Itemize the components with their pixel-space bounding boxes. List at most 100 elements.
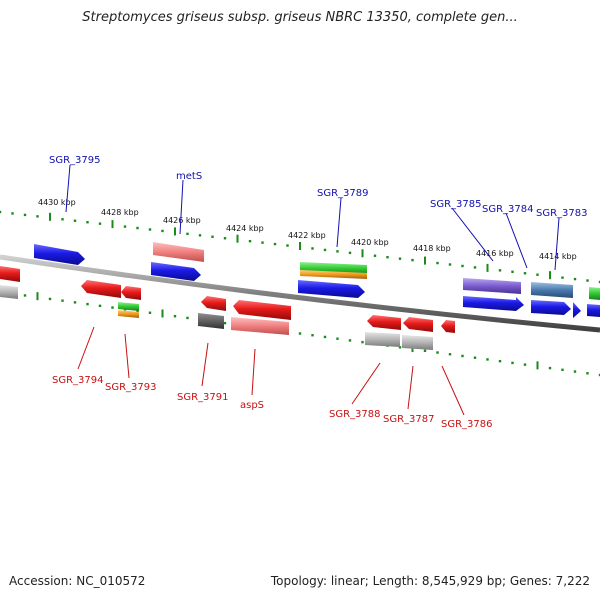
rna-feature[interactable] [231, 317, 289, 335]
gene-label[interactable]: SGR_3794 [52, 375, 104, 386]
gene-feature[interactable] [121, 286, 141, 300]
gene-feature[interactable] [587, 304, 600, 317]
rna-feature[interactable] [153, 242, 204, 262]
gene-feature[interactable] [403, 317, 433, 332]
minor-tick [123, 225, 127, 228]
gene-label[interactable]: SGR_3793 [105, 382, 157, 393]
gene-label[interactable]: SGR_3788 [329, 409, 381, 420]
minor-tick [23, 213, 27, 217]
major-tick [49, 212, 51, 221]
minor-tick [448, 263, 452, 266]
gene-feature[interactable] [441, 320, 455, 333]
gene-label[interactable]: metS [176, 171, 202, 182]
minor-tick [311, 247, 314, 250]
gene-feature[interactable] [118, 310, 139, 318]
gene-feature[interactable] [298, 280, 365, 298]
genome-axis [0, 254, 600, 333]
minor-tick [23, 294, 27, 297]
minor-tick [136, 309, 139, 313]
minor-tick [473, 266, 477, 269]
gene-feature[interactable] [573, 302, 581, 318]
gene-feature[interactable] [402, 335, 433, 350]
minor-tick [573, 277, 577, 281]
minor-tick [348, 339, 352, 342]
minor-tick [436, 261, 439, 265]
minor-tick [398, 346, 402, 349]
gene-feature[interactable] [198, 313, 224, 329]
minor-tick [311, 334, 314, 337]
major-tick [486, 263, 489, 272]
gene-feature[interactable] [151, 262, 201, 281]
minor-tick [298, 332, 302, 335]
gene-feature[interactable] [118, 302, 139, 311]
minor-tick [73, 301, 77, 304]
gene-feature[interactable] [233, 300, 291, 320]
gene-feature[interactable] [365, 332, 400, 347]
gene-feature[interactable] [201, 296, 226, 311]
major-tick [424, 256, 426, 265]
gene-label[interactable]: SGR_3786 [441, 419, 493, 430]
gene-feature[interactable] [531, 300, 571, 315]
tick-label: 4428 kbp [101, 208, 139, 217]
reverse-genes[interactable] [0, 266, 455, 350]
major-tick [161, 309, 164, 318]
minor-tick [111, 306, 114, 309]
minor-tick [461, 264, 464, 268]
minor-tick [423, 349, 427, 352]
gene-feature[interactable] [589, 287, 600, 300]
gene-feature[interactable] [81, 280, 121, 298]
gene-label[interactable]: SGR_3795 [49, 155, 101, 166]
minor-tick [598, 373, 600, 377]
gene-feature[interactable] [300, 270, 367, 279]
tick-label: 4422 kbp [288, 231, 326, 240]
gene-label[interactable]: SGR_3789 [317, 188, 369, 199]
gene-feature[interactable] [463, 296, 524, 311]
major-tick [174, 227, 176, 236]
minor-tick [523, 272, 527, 275]
minor-tick [573, 370, 577, 373]
map-title: Streptomyces griseus subsp. griseus NBRC… [82, 10, 518, 25]
gene-label[interactable]: aspS [240, 400, 264, 411]
minor-tick [498, 359, 502, 363]
minor-tick [536, 273, 539, 276]
minor-tick [511, 270, 514, 273]
forward-genes[interactable] [34, 242, 600, 318]
gene-label[interactable]: SGR_3784 [482, 204, 534, 215]
gene-label[interactable]: SGR_3783 [536, 208, 588, 219]
gene-label[interactable]: SGR_3791 [177, 392, 229, 403]
minor-tick [223, 321, 227, 325]
minor-tick [0, 210, 2, 214]
tick-label: 4416 kbp [476, 249, 514, 258]
minor-tick [436, 351, 439, 354]
gene-label[interactable]: SGR_3787 [383, 414, 435, 425]
minor-tick [98, 222, 102, 225]
gene-feature[interactable] [0, 285, 18, 299]
tick-labels: 4430 kbp 4428 kbp 4426 kbp 4424 kbp 4422… [38, 198, 577, 261]
minor-tick [173, 315, 177, 318]
gene-feature[interactable] [0, 266, 20, 282]
minor-tick [136, 226, 139, 230]
gene-feature[interactable] [367, 315, 401, 330]
tick-label: 4424 kbp [226, 224, 264, 233]
minor-tick [286, 244, 289, 247]
minor-tick [523, 363, 527, 366]
top-scale-track [0, 210, 600, 284]
major-tick [36, 292, 39, 301]
minor-tick [473, 356, 477, 359]
minor-tick [411, 258, 414, 262]
minor-tick [161, 229, 164, 233]
top-gene-labels: SGR_3795 metS SGR_3789 SGR_3785 SGR_3784… [49, 155, 588, 219]
gene-feature[interactable] [531, 282, 573, 298]
gene-feature[interactable] [463, 278, 521, 294]
minor-tick [598, 280, 600, 284]
gene-label[interactable]: SGR_3785 [430, 199, 482, 210]
minor-tick [448, 353, 452, 356]
bottom-leader-lines [77, 326, 465, 416]
minor-tick [86, 302, 89, 306]
tick-label: 4430 kbp [38, 198, 76, 207]
gene-feature[interactable] [34, 244, 85, 265]
minor-tick [336, 250, 339, 253]
genome-summary-text: Topology: linear; Length: 8,545,929 bp; … [270, 574, 590, 588]
minor-tick [323, 248, 327, 252]
